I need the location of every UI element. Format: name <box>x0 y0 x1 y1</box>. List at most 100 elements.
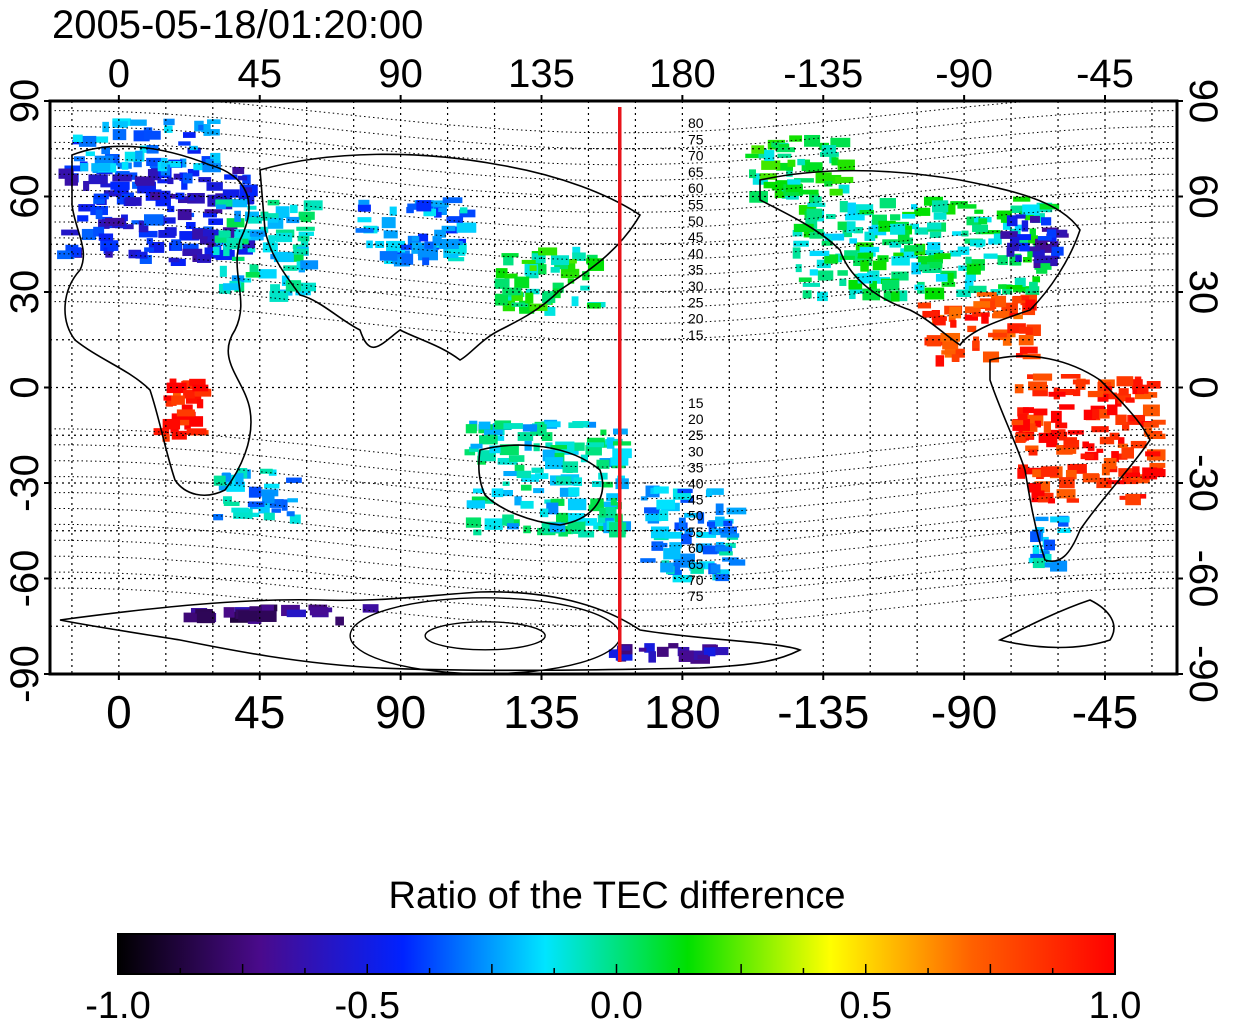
data-cell <box>1111 451 1119 462</box>
data-cell <box>973 336 980 349</box>
data-cell <box>182 173 193 184</box>
data-cell <box>567 278 575 284</box>
lon-label-bottom: 135 <box>503 686 580 738</box>
data-cell <box>269 291 289 302</box>
data-cell <box>198 124 207 131</box>
data-cell <box>1021 310 1036 316</box>
data-cell <box>949 306 962 319</box>
data-cell <box>541 421 561 428</box>
data-cell <box>1121 447 1134 459</box>
data-cell <box>234 210 241 222</box>
data-cell <box>1046 439 1058 448</box>
data-cell <box>917 256 935 266</box>
data-cell <box>725 542 736 549</box>
data-cell <box>997 255 1008 266</box>
data-cell <box>189 145 198 151</box>
data-cell <box>806 162 823 173</box>
data-cell <box>1105 466 1118 473</box>
data-cell <box>1007 242 1020 252</box>
data-cell <box>660 562 674 573</box>
data-cell <box>550 498 565 506</box>
data-cell <box>175 192 185 200</box>
data-cell <box>218 484 229 491</box>
data-cell <box>204 209 223 214</box>
data-cell <box>268 217 279 223</box>
data-cell <box>787 179 801 185</box>
data-cell <box>529 265 537 271</box>
data-cell <box>1032 373 1053 381</box>
lon-label-top: -90 <box>935 52 993 96</box>
data-cell <box>1107 480 1125 485</box>
data-cell <box>208 218 224 225</box>
data-cell <box>715 573 729 582</box>
data-cell <box>459 209 476 218</box>
data-cell <box>678 650 694 662</box>
data-cell <box>1125 493 1141 506</box>
data-cell <box>236 248 253 255</box>
data-cell <box>383 230 398 239</box>
data-cell <box>418 249 438 261</box>
data-cell <box>502 300 515 312</box>
data-cell <box>1022 256 1032 263</box>
contour-label-south: 75 <box>688 588 704 604</box>
data-cell <box>283 265 298 271</box>
data-cell <box>179 231 200 241</box>
data-cell <box>195 608 213 614</box>
data-cell <box>793 178 814 183</box>
data-cell <box>568 487 580 497</box>
data-cell <box>545 442 553 448</box>
colorbar-label: 0.0 <box>590 985 643 1024</box>
data-cell <box>1032 276 1041 283</box>
data-cell <box>846 221 856 233</box>
data-cell <box>1032 557 1045 569</box>
data-cell <box>309 607 329 616</box>
data-cell <box>400 244 412 250</box>
data-cell <box>78 204 96 212</box>
data-cell <box>1014 384 1024 394</box>
data-cell <box>911 262 922 275</box>
data-cell <box>602 513 619 525</box>
data-cell <box>972 312 990 317</box>
data-cell <box>558 530 568 537</box>
lat-label-left: 0 <box>3 376 47 398</box>
data-cell <box>477 450 496 462</box>
data-cell <box>476 499 494 504</box>
data-cell <box>1118 437 1125 445</box>
data-cell <box>771 142 779 148</box>
data-cell <box>972 224 989 233</box>
data-cell <box>160 158 168 169</box>
data-cell <box>514 464 525 475</box>
data-cell <box>535 473 549 480</box>
data-cell <box>897 290 908 302</box>
data-cell <box>653 486 669 494</box>
data-cell <box>135 251 148 259</box>
data-cell <box>1032 469 1046 478</box>
data-cell <box>1032 544 1040 557</box>
data-cell <box>267 199 280 206</box>
data-cell <box>121 214 128 222</box>
data-cell <box>300 216 312 223</box>
data-cell <box>582 518 597 526</box>
data-cell <box>996 210 1012 220</box>
data-cell <box>821 240 833 246</box>
data-cell <box>107 247 114 253</box>
data-cell <box>407 203 423 210</box>
data-cell <box>720 533 740 538</box>
data-cell <box>550 444 567 450</box>
data-cell <box>967 325 977 333</box>
data-cell <box>70 247 82 258</box>
data-cell <box>973 301 991 308</box>
data-cell <box>138 230 158 238</box>
data-cell <box>259 468 273 474</box>
data-cell <box>890 291 900 302</box>
data-cell <box>494 293 509 306</box>
data-cell <box>1009 253 1022 266</box>
data-cell <box>837 159 855 171</box>
lon-label-bottom: -90 <box>931 686 997 738</box>
data-cell <box>815 172 832 184</box>
data-cell <box>1004 312 1019 318</box>
data-cell <box>819 152 839 157</box>
data-cell <box>198 177 212 183</box>
data-cell <box>247 216 262 224</box>
data-cell <box>1091 426 1109 433</box>
